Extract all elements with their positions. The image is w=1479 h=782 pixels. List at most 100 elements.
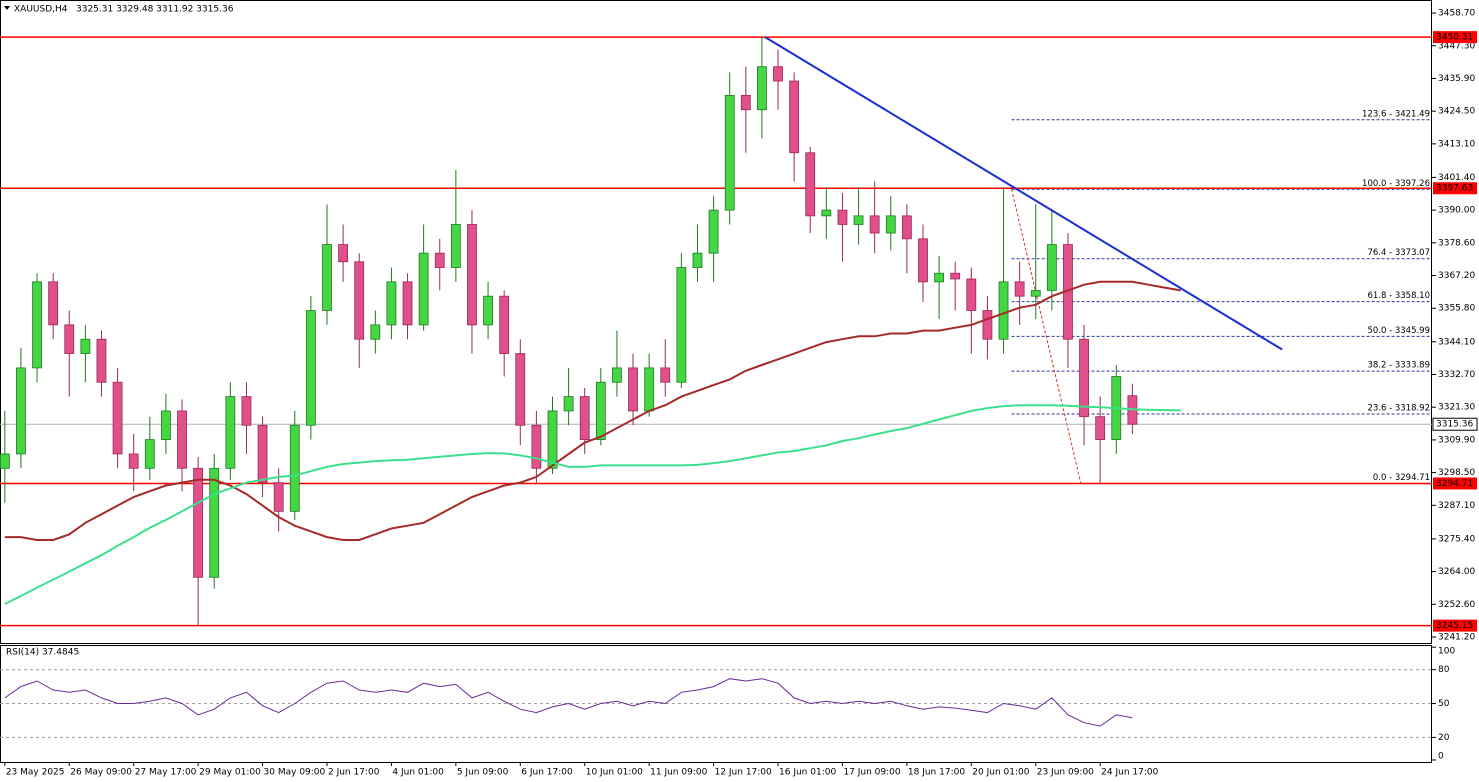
candle-body xyxy=(773,66,783,82)
y-tick-label: 3298.50 xyxy=(1438,468,1475,478)
candle-body xyxy=(595,381,606,441)
y-tick-label: 3355.80 xyxy=(1438,304,1475,314)
y-tick-label: 3390.00 xyxy=(1438,206,1475,216)
x-tick-label: 20 Jun 01:00 xyxy=(972,768,1029,778)
y-tick-label: 3424.50 xyxy=(1438,107,1475,117)
candle-body xyxy=(1079,338,1089,418)
rsi-tick-label: 100 xyxy=(1438,647,1455,657)
trendline xyxy=(764,36,1283,351)
candle-body xyxy=(612,367,622,383)
candle-body xyxy=(757,66,767,111)
x-tick-label: 24 Jun 17:00 xyxy=(1101,768,1158,778)
fib-label: 100.0 - 3397.26 xyxy=(1362,179,1430,189)
x-tick-label: 30 May 09:00 xyxy=(264,768,326,778)
x-tick-label: 10 Jun 01:00 xyxy=(586,768,643,778)
level-label: 3450.31 xyxy=(1436,33,1473,43)
x-tick-label: 4 Jun 01:00 xyxy=(392,768,444,778)
level-label: 3245.15 xyxy=(1436,621,1473,631)
rsi-line xyxy=(4,678,1133,727)
candle-body xyxy=(837,209,848,225)
candle-body xyxy=(161,410,171,441)
candle-body xyxy=(64,324,75,354)
candle-body xyxy=(1095,416,1106,441)
candle-body xyxy=(998,281,1009,340)
last-price-box xyxy=(1432,417,1478,431)
fib-label: 0.0 - 3294.71 xyxy=(1373,473,1430,483)
candle-body xyxy=(950,272,961,280)
y-tick-label: 3435.90 xyxy=(1438,74,1475,84)
candle-body xyxy=(628,367,638,412)
candle-body xyxy=(579,396,590,441)
last-price-label: 3315.36 xyxy=(1436,420,1473,430)
x-tick-label: 23 May 2025 xyxy=(6,768,65,778)
candle-body xyxy=(338,244,349,263)
y-tick-label: 3344.10 xyxy=(1438,337,1475,347)
candle-body xyxy=(789,80,800,154)
candle-body xyxy=(418,252,429,326)
candle-body xyxy=(273,482,284,512)
x-tick-label: 18 Jun 17:00 xyxy=(908,768,965,778)
candle-body xyxy=(1030,290,1041,297)
candle-body xyxy=(467,224,477,326)
level-label: 3294.71 xyxy=(1436,479,1473,489)
fib-label: 123.6 - 3421.49 xyxy=(1362,109,1430,119)
y-tick-label: 3309.90 xyxy=(1438,435,1475,445)
moving-average xyxy=(4,280,1181,541)
candle-body xyxy=(402,281,413,326)
y-tick-label: 3413.10 xyxy=(1438,139,1475,149)
y-tick-label: 3447.30 xyxy=(1438,41,1475,51)
candle-body xyxy=(644,367,655,412)
candle-body xyxy=(112,381,123,455)
fib-label: 38.2 - 3333.89 xyxy=(1367,361,1430,371)
candle-body xyxy=(708,209,719,254)
candle-body xyxy=(692,252,703,268)
moving-average xyxy=(4,404,1181,605)
x-tick-label: 2 Jun 17:00 xyxy=(328,768,380,778)
level-box xyxy=(1433,619,1477,632)
candle-body xyxy=(128,453,139,469)
menu-arrow[interactable] xyxy=(4,6,10,10)
candle-body xyxy=(869,215,880,234)
level-box xyxy=(1433,31,1477,44)
candle-body xyxy=(483,295,493,326)
candle-body xyxy=(821,209,832,217)
candle-body xyxy=(740,94,751,111)
rsi-tick-label: 20 xyxy=(1438,733,1450,743)
candle-body xyxy=(257,424,268,484)
y-tick-label: 3332.70 xyxy=(1438,370,1475,380)
candle-body xyxy=(0,453,10,469)
candle-body xyxy=(450,224,461,268)
symbol-title: XAUUSD,H4 xyxy=(14,5,68,15)
candle-body xyxy=(724,94,735,211)
rsi-tick-label: 80 xyxy=(1438,665,1450,675)
candle-body xyxy=(322,244,332,311)
candle-body xyxy=(966,278,977,311)
candle-body xyxy=(676,267,687,383)
fib-label: 76.4 - 3373.07 xyxy=(1367,248,1430,258)
candle-body xyxy=(1014,281,1025,297)
candle-body xyxy=(289,424,300,512)
fib-label: 23.6 - 3318.92 xyxy=(1367,404,1430,414)
candle-body xyxy=(80,338,91,354)
candle-body xyxy=(499,295,510,354)
candle-body xyxy=(16,367,26,455)
candle-body xyxy=(901,215,912,240)
x-tick-label: 23 Jun 09:00 xyxy=(1037,768,1094,778)
candle-body xyxy=(177,410,187,469)
candle-body xyxy=(144,439,155,469)
ohlc-header: 3325.31 3329.48 3311.92 3315.36 xyxy=(76,5,234,15)
y-tick-label: 3252.60 xyxy=(1438,600,1475,610)
candle-body xyxy=(563,396,574,412)
y-tick-label: 3401.40 xyxy=(1438,173,1475,183)
x-tick-label: 17 Jun 09:00 xyxy=(843,768,900,778)
y-tick-label: 3241.20 xyxy=(1438,632,1475,642)
candle-body xyxy=(531,424,542,469)
candle-body xyxy=(32,281,42,369)
x-tick-label: 11 Jun 09:00 xyxy=(650,768,707,778)
rsi-tick-label: 50 xyxy=(1438,699,1450,709)
x-tick-label: 12 Jun 17:00 xyxy=(715,768,772,778)
y-tick-label: 3321.30 xyxy=(1438,403,1475,413)
candle-body xyxy=(96,338,107,383)
candle-body xyxy=(241,396,252,426)
